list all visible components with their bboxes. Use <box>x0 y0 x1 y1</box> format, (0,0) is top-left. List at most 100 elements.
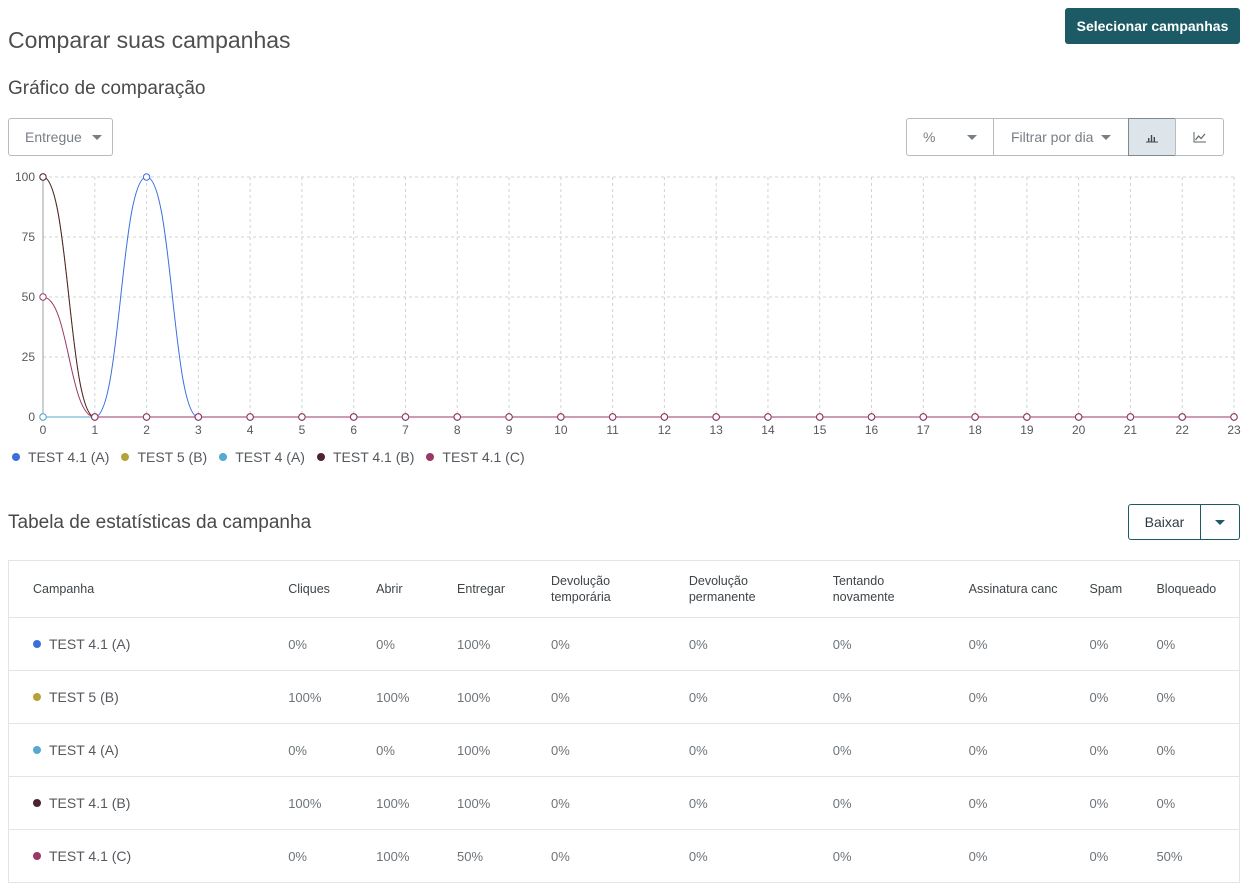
download-options-button[interactable] <box>1201 504 1240 540</box>
data-point <box>919 413 928 421</box>
data-point <box>142 413 151 421</box>
column-header-label: Bloqueado <box>1156 582 1217 596</box>
stat-cell: 100% <box>457 670 551 724</box>
data-point <box>1023 413 1031 421</box>
filter-by-day-dropdown[interactable]: Filtrar por dia <box>993 118 1129 156</box>
download-button[interactable]: Baixar <box>1128 504 1201 540</box>
data-point <box>867 413 876 421</box>
stat-cell: 0% <box>688 670 833 724</box>
x-tick-label: 3 <box>195 423 202 437</box>
campaign-cell: TEST 4.1 (B) <box>8 776 289 830</box>
x-tick-label: 2 <box>143 423 150 437</box>
stat-cell: 0% <box>688 723 833 777</box>
legend-label: TEST 4.1 (C) <box>442 449 525 465</box>
data-point <box>142 173 151 181</box>
data-point <box>1074 413 1083 421</box>
stat-cell: 0% <box>1156 723 1240 777</box>
campaign-color-dot <box>33 746 41 754</box>
legend-item[interactable]: TEST 4.1 (A) <box>12 449 109 465</box>
legend-item[interactable]: TEST 4 (A) <box>219 449 305 465</box>
campaign-cell: TEST 4.1 (C) <box>8 829 289 883</box>
stat-cell: 0% <box>1089 723 1157 777</box>
data-point <box>660 413 669 421</box>
legend-item[interactable]: TEST 4.1 (B) <box>316 449 414 465</box>
data-point <box>1230 413 1238 421</box>
stat-cell: 100% <box>288 776 377 830</box>
x-tick-label: 4 <box>247 423 254 437</box>
chart-section-title: Gráfico de comparação <box>8 77 206 99</box>
column-header-label: Assinatura canc <box>968 582 1058 596</box>
select-campaigns-button[interactable]: Selecionar campanhas <box>1065 8 1240 44</box>
data-point <box>764 413 772 421</box>
stat-cell: 0% <box>968 776 1090 830</box>
data-point <box>557 413 565 421</box>
unit-dropdown[interactable]: % <box>906 118 994 156</box>
stat-cell: 0% <box>968 723 1090 777</box>
legend-dot <box>426 453 435 461</box>
x-tick-label: 11 <box>606 423 619 437</box>
legend-dot <box>316 453 325 461</box>
x-tick-label: 13 <box>709 423 723 437</box>
column-header: Bloqueado <box>1156 560 1240 618</box>
legend-dot <box>219 453 228 461</box>
column-header-label: Campanha <box>33 582 95 596</box>
stat-cell: 0% <box>968 829 1090 883</box>
campaign-name: TEST 4.1 (A) <box>49 636 131 652</box>
column-header: Campanha <box>8 560 289 618</box>
stat-cell: 0% <box>1089 670 1157 724</box>
campaign-cell: TEST 5 (B) <box>8 670 289 724</box>
column-header: Devolução temporária <box>550 560 689 618</box>
download-group: Baixar <box>1128 504 1240 540</box>
x-tick-label: 18 <box>968 423 982 437</box>
line-view-toggle[interactable] <box>1175 118 1224 156</box>
chevron-down-icon <box>967 134 977 140</box>
x-tick-label: 7 <box>402 423 409 437</box>
legend-item[interactable]: TEST 4.1 (C) <box>426 449 525 465</box>
legend-label: TEST 4.1 (A) <box>28 449 110 465</box>
column-header-label: Devolução temporária <box>550 574 611 604</box>
campaign-cell: TEST 4.1 (A) <box>8 617 289 671</box>
column-header-label: Spam <box>1089 582 1123 596</box>
x-tick-label: 22 <box>1176 423 1190 437</box>
x-tick-label: 6 <box>350 423 357 437</box>
stat-cell: 0% <box>550 617 689 671</box>
column-header-label: Entregar <box>457 582 505 596</box>
y-tick-label: 75 <box>22 230 36 244</box>
stat-cell: 100% <box>457 617 551 671</box>
data-point <box>401 413 410 421</box>
table-row: TEST 4.1 (A) 0% 0% 100% 0% 0% 0% 0% 0% 0% <box>8 617 1240 671</box>
line-chart-icon <box>1193 132 1206 143</box>
campaign-name: TEST 4.1 (C) <box>49 848 132 864</box>
campaign-color-dot <box>33 799 41 807</box>
data-point <box>712 413 720 421</box>
stat-cell: 0% <box>688 776 833 830</box>
x-tick-label: 16 <box>865 423 879 437</box>
campaign-stats-table: Campanha Cliques Abrir Entregar Devolução te… <box>8 560 1240 883</box>
legend-dot <box>12 453 20 461</box>
stat-cell: 100% <box>376 670 458 724</box>
x-tick-label: 12 <box>658 423 672 437</box>
metric-dropdown-label: Entregue <box>25 129 82 145</box>
data-point <box>39 293 47 301</box>
bar-view-toggle[interactable] <box>1128 118 1176 156</box>
stat-cell: 0% <box>376 617 458 671</box>
legend-label: TEST 5 (B) <box>137 449 208 465</box>
chevron-down-icon <box>1101 134 1112 140</box>
stat-cell: 100% <box>457 723 551 777</box>
chart-legend: TEST 4.1 (A) TEST 5 (B) TEST 4 (A) TEST 4.1… <box>12 449 537 465</box>
bar-chart-icon <box>1146 135 1158 143</box>
table-row: TEST 4 (A) 0% 0% 100% 0% 0% 0% 0% 0% 0% <box>8 723 1240 777</box>
legend-item[interactable]: TEST 5 (B) <box>121 449 207 465</box>
y-tick-label: 50 <box>22 290 36 304</box>
stat-cell: 0% <box>1089 776 1157 830</box>
column-header: Devolução permanente <box>688 560 833 618</box>
campaign-name: TEST 4 (A) <box>49 742 119 758</box>
data-point <box>505 413 513 421</box>
data-point <box>91 413 99 421</box>
data-point <box>349 413 358 421</box>
page-title: Comparar suas campanhas <box>8 27 291 54</box>
legend-dot <box>121 453 130 461</box>
metric-dropdown[interactable]: Entregue <box>8 118 113 156</box>
table-row: TEST 5 (B) 100% 100% 100% 0% 0% 0% 0% 0% 0% <box>8 670 1240 724</box>
column-header: Tentando novamente <box>832 560 969 618</box>
